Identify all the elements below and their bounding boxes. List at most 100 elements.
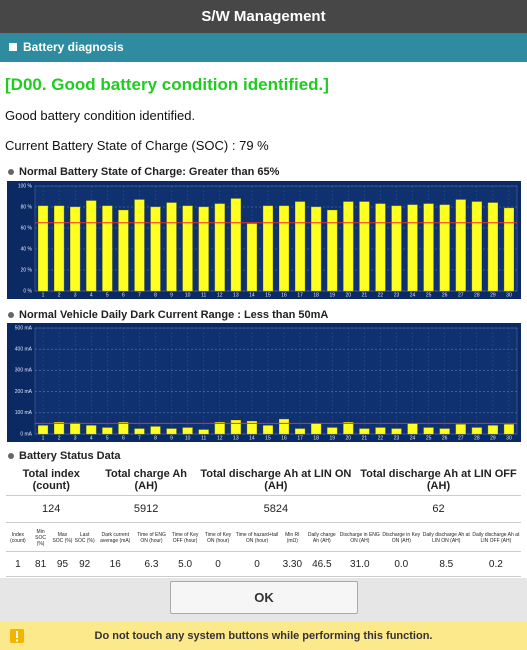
bar bbox=[246, 223, 257, 292]
table-cell: Discharge in ENG ON (AH) bbox=[338, 525, 381, 552]
bar bbox=[295, 201, 306, 292]
bar bbox=[54, 422, 65, 435]
table-cell: 46.5 bbox=[304, 551, 339, 577]
x-tick-label: 5 bbox=[106, 435, 109, 441]
table-cell: 31.0 bbox=[338, 551, 381, 577]
result-heading: [D00. Good battery condition identified.… bbox=[5, 75, 329, 94]
bar bbox=[423, 203, 434, 292]
footer: Do not touch any system buttons while pe… bbox=[0, 622, 527, 650]
x-tick-label: 23 bbox=[394, 292, 400, 298]
table-cell: 16 bbox=[95, 551, 135, 577]
x-tick-label: 28 bbox=[474, 435, 480, 441]
y-tick-label: 100 % bbox=[18, 183, 33, 189]
table-cell: Time of hazard+tail ON (hour) bbox=[234, 525, 280, 552]
y-tick-label: 200 mA bbox=[15, 389, 33, 395]
x-tick-label: 28 bbox=[474, 292, 480, 298]
table-cell: Total discharge Ah at LIN ON (AH) bbox=[195, 465, 357, 496]
x-tick-label: 4 bbox=[90, 435, 93, 441]
table-cell: 6.3 bbox=[134, 551, 169, 577]
x-tick-label: 8 bbox=[154, 292, 157, 298]
x-tick-label: 6 bbox=[122, 292, 125, 298]
x-tick-label: 22 bbox=[378, 435, 384, 441]
chart-title: Normal Battery State of Charge: Greater … bbox=[8, 166, 279, 178]
bar bbox=[471, 427, 482, 435]
table-cell: Time of ENG ON (hour) bbox=[134, 525, 169, 552]
warning-icon bbox=[10, 629, 24, 643]
y-tick-label: 500 mA bbox=[15, 325, 33, 331]
x-tick-label: 13 bbox=[233, 292, 239, 298]
x-tick-label: 4 bbox=[90, 292, 93, 298]
table-cell: Discharge in Key ON (AH) bbox=[380, 525, 422, 552]
bar bbox=[279, 205, 290, 292]
x-tick-label: 29 bbox=[490, 435, 496, 441]
bar bbox=[198, 429, 209, 435]
x-tick-label: 2 bbox=[58, 435, 61, 441]
bar bbox=[407, 423, 418, 435]
y-tick-label: 0 % bbox=[23, 288, 32, 294]
x-tick-label: 7 bbox=[138, 435, 141, 441]
bar bbox=[38, 205, 49, 292]
x-tick-label: 19 bbox=[329, 292, 335, 298]
bar bbox=[118, 209, 129, 292]
x-tick-label: 16 bbox=[281, 435, 287, 441]
bar bbox=[102, 427, 113, 435]
table-cell: Time of Key ON (hour) bbox=[201, 525, 235, 552]
x-tick-label: 14 bbox=[249, 435, 255, 441]
chart-title-text: Normal Battery State of Charge: Greater … bbox=[19, 166, 280, 178]
bar bbox=[150, 426, 161, 435]
bar bbox=[439, 428, 450, 435]
table-cell: Total charge Ah (AH) bbox=[96, 465, 196, 496]
table-cell: Daily charge Ah (AH) bbox=[304, 525, 339, 552]
result-message: Good battery condition identified. bbox=[5, 108, 196, 123]
bar bbox=[150, 206, 161, 292]
table-cell: Min SOC (%) bbox=[29, 525, 52, 552]
bullet bbox=[8, 169, 14, 176]
bar bbox=[455, 199, 466, 292]
button-bar: OK bbox=[0, 578, 527, 622]
x-tick-label: 30 bbox=[506, 435, 512, 441]
bar bbox=[327, 427, 338, 435]
section-bar: Battery diagnosis bbox=[0, 33, 527, 62]
x-tick-label: 27 bbox=[458, 435, 464, 441]
bullet bbox=[8, 453, 14, 460]
title-bar: S/W Management bbox=[0, 0, 527, 33]
x-tick-label: 3 bbox=[74, 435, 77, 441]
x-tick-label: 11 bbox=[201, 435, 206, 441]
x-tick-label: 9 bbox=[170, 292, 173, 298]
bar bbox=[118, 422, 129, 435]
table-cell: 0.0 bbox=[380, 551, 422, 577]
x-tick-label: 12 bbox=[217, 435, 223, 441]
bar bbox=[279, 418, 290, 435]
x-tick-label: 14 bbox=[249, 292, 255, 298]
title: S/W Management bbox=[201, 8, 326, 25]
bar bbox=[359, 428, 370, 435]
table-cell: 124 bbox=[6, 495, 97, 523]
ok-button[interactable]: OK bbox=[170, 581, 358, 614]
table-cell: 0 bbox=[234, 551, 280, 577]
bar bbox=[471, 201, 482, 292]
table-cell: Index (count) bbox=[6, 525, 30, 552]
bar bbox=[487, 425, 498, 435]
table-row: 1 81 95 92 16 6.3 5.0 0 0 3.30 46.5 31.0 0.0 8.5 0.2 bbox=[6, 551, 521, 577]
bar bbox=[327, 209, 338, 292]
x-tick-label: 26 bbox=[442, 292, 448, 298]
table-cell: 81 bbox=[29, 551, 52, 577]
table-cell: Time of Key OFF (hour) bbox=[168, 525, 202, 552]
x-tick-label: 11 bbox=[201, 292, 206, 298]
bar bbox=[455, 424, 466, 435]
bar bbox=[439, 204, 450, 292]
table-cell: 0.2 bbox=[470, 551, 521, 577]
bar bbox=[343, 201, 354, 292]
x-tick-label: 13 bbox=[233, 435, 239, 441]
bar bbox=[246, 421, 257, 435]
x-tick-label: 22 bbox=[378, 292, 384, 298]
y-tick-label: 60 % bbox=[21, 225, 33, 231]
bar bbox=[134, 428, 145, 435]
x-tick-label: 15 bbox=[265, 435, 271, 441]
table-cell: Daily discharge Ah at LIN ON (AH) bbox=[421, 525, 471, 552]
table-cell: Min RI (mΩ) bbox=[279, 525, 305, 552]
x-tick-label: 30 bbox=[506, 292, 512, 298]
bar bbox=[311, 423, 322, 435]
